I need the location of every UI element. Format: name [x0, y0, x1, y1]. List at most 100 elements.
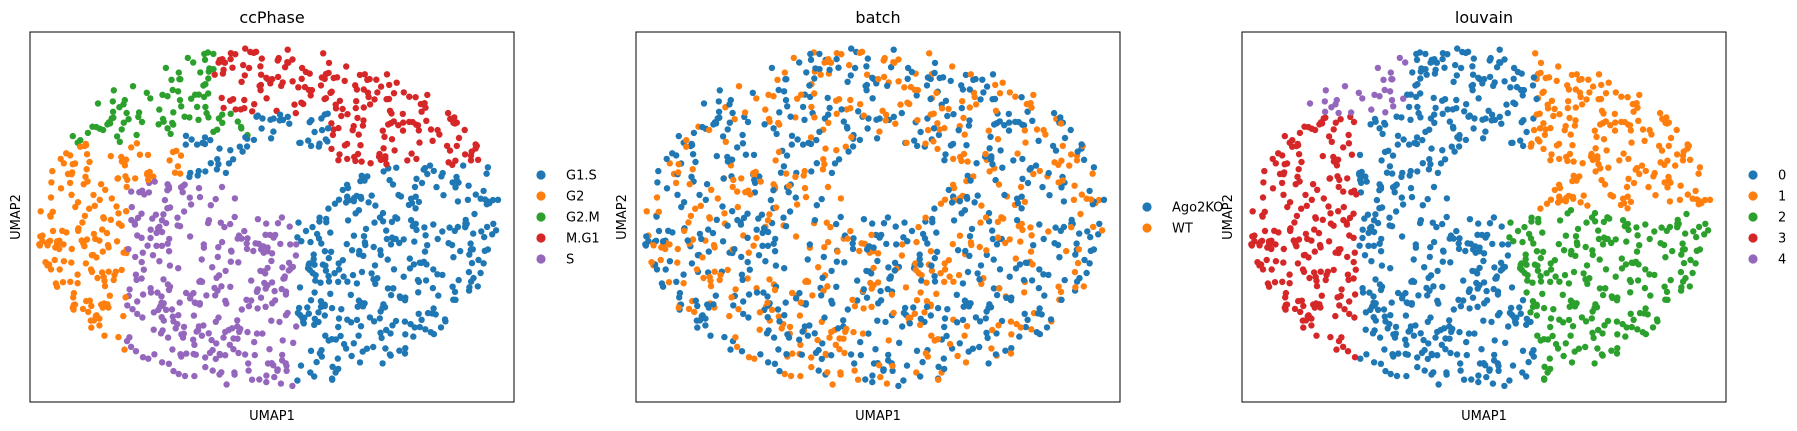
data-point — [1287, 227, 1294, 234]
data-point — [899, 323, 906, 330]
data-point — [726, 119, 733, 126]
data-point — [60, 258, 68, 265]
data-point — [1480, 257, 1487, 265]
data-point — [52, 244, 59, 251]
data-point — [798, 91, 805, 98]
data-point — [699, 123, 706, 131]
data-point — [1469, 81, 1477, 89]
data-point — [719, 133, 727, 140]
data-point — [1540, 336, 1548, 343]
data-point — [297, 139, 304, 146]
data-point — [1259, 194, 1267, 201]
data-point — [972, 101, 980, 108]
data-point — [992, 351, 1000, 358]
data-point — [222, 267, 229, 275]
data-point — [181, 372, 189, 380]
data-point — [1056, 254, 1063, 261]
data-point — [982, 214, 990, 221]
data-point — [958, 210, 965, 217]
data-point — [1674, 224, 1681, 231]
data-point — [1084, 228, 1091, 235]
data-point — [1554, 199, 1562, 206]
data-point — [949, 181, 957, 188]
data-point — [1613, 318, 1621, 325]
data-point — [243, 143, 251, 150]
data-point — [57, 155, 64, 163]
data-point — [742, 151, 750, 158]
data-point — [729, 183, 736, 191]
data-point — [1494, 291, 1502, 298]
data-point — [93, 254, 100, 261]
data-point — [828, 169, 836, 177]
data-point — [912, 260, 919, 267]
data-point — [481, 196, 489, 203]
data-point — [445, 159, 452, 166]
data-point — [887, 275, 894, 282]
data-point — [270, 362, 277, 369]
data-point — [422, 277, 430, 284]
data-point — [413, 175, 420, 182]
data-point — [42, 259, 49, 266]
data-point — [1576, 76, 1583, 84]
data-point — [371, 262, 379, 269]
data-point — [1490, 82, 1497, 90]
data-point — [1474, 303, 1481, 310]
legend-label: G1.S — [566, 169, 597, 184]
data-point — [297, 362, 305, 369]
data-point — [1413, 50, 1420, 58]
data-point — [1604, 214, 1611, 221]
data-point — [256, 376, 263, 383]
legend-item-g2: G2 — [536, 190, 584, 205]
data-point — [1249, 208, 1256, 215]
data-point — [756, 309, 764, 316]
data-point — [1604, 317, 1612, 325]
data-point — [1070, 196, 1078, 203]
data-point — [1398, 295, 1406, 302]
data-point — [1466, 286, 1474, 293]
data-point — [964, 268, 972, 276]
data-point — [1429, 219, 1437, 226]
data-point — [707, 282, 715, 290]
data-point — [1414, 168, 1421, 175]
data-point — [705, 248, 712, 255]
data-point — [989, 235, 997, 243]
data-point — [1346, 310, 1353, 318]
data-point — [1319, 216, 1327, 223]
data-point — [745, 249, 752, 256]
data-point — [158, 217, 166, 224]
data-point — [722, 138, 729, 145]
data-point — [492, 227, 500, 234]
data-point — [854, 277, 861, 284]
data-point — [745, 291, 753, 298]
data-point — [1690, 228, 1697, 235]
data-point — [86, 297, 94, 304]
data-point — [337, 332, 344, 340]
data-point — [164, 93, 171, 100]
data-point — [761, 121, 768, 128]
data-point — [1024, 108, 1031, 115]
data-point — [78, 237, 85, 244]
data-point — [959, 98, 966, 105]
data-point — [406, 93, 413, 100]
data-point — [1421, 367, 1428, 374]
data-point — [877, 373, 884, 381]
data-point — [1305, 123, 1312, 131]
data-point — [1624, 205, 1631, 212]
data-point — [665, 279, 673, 286]
data-point — [811, 217, 819, 224]
data-point — [271, 297, 279, 304]
data-point — [1100, 196, 1108, 203]
data-point — [166, 235, 173, 243]
data-point — [103, 229, 111, 237]
data-point — [335, 365, 342, 373]
data-point — [125, 246, 132, 253]
data-point — [965, 122, 973, 129]
data-point — [113, 203, 120, 210]
data-point — [175, 265, 182, 272]
data-point — [850, 235, 857, 242]
data-point — [1612, 273, 1619, 280]
data-point — [257, 87, 264, 94]
data-point — [1543, 270, 1550, 277]
data-point — [1619, 195, 1627, 202]
data-point — [1507, 304, 1515, 312]
